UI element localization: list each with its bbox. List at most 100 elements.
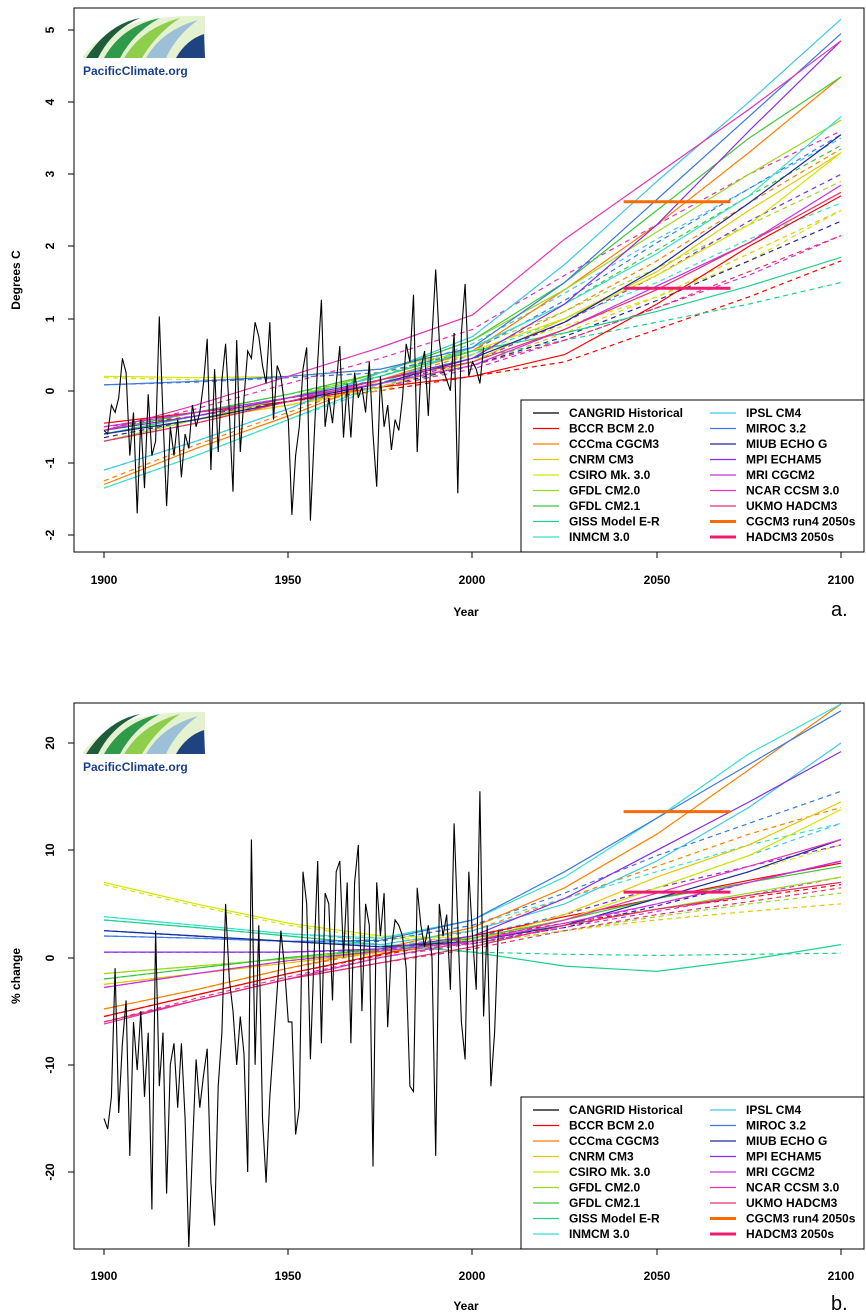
series-line bbox=[103, 703, 842, 1010]
logo-swoosh-icon bbox=[86, 18, 140, 58]
logo-text: PacificClimate.org bbox=[83, 64, 188, 78]
series-line bbox=[103, 703, 842, 939]
y-tick-label: 2 bbox=[43, 242, 57, 249]
legend-box bbox=[520, 1096, 865, 1250]
x-tick-label: 2100 bbox=[828, 573, 855, 587]
series-b bbox=[103, 703, 842, 1248]
y-tick-label: 10 bbox=[43, 843, 57, 857]
y-ticks-b: -20 -10 0 10 20 bbox=[43, 736, 74, 1181]
x-tick-label: 2050 bbox=[644, 573, 671, 587]
legend-label: MIROC 3.2 bbox=[746, 1119, 806, 1133]
legend-label: GFDL CM2.0 bbox=[569, 1181, 640, 1195]
y-tick-label: -2 bbox=[43, 529, 57, 540]
series-line-dashed bbox=[103, 209, 842, 435]
panel-a: PacificClimate.org -2 -1 0 1 2 3 4 5 bbox=[9, 7, 865, 621]
legend-label: GISS Model E-R bbox=[569, 1212, 660, 1226]
legend-box bbox=[520, 399, 865, 553]
series-line bbox=[103, 195, 842, 424]
series-line-dashed bbox=[103, 209, 842, 381]
panel-label: b. bbox=[831, 1293, 848, 1315]
legend-label: MIUB ECHO G bbox=[746, 1134, 827, 1148]
legend-label: UKMO HADCM3 bbox=[746, 499, 838, 513]
logo-swoosh-icon bbox=[104, 18, 160, 58]
panel-label: a. bbox=[831, 599, 848, 621]
logo-text: PacificClimate.org bbox=[83, 760, 188, 774]
y-tick-label: 4 bbox=[43, 98, 57, 105]
legend-label: IPSL CM4 bbox=[746, 1103, 801, 1117]
logo-swoosh-icon bbox=[124, 714, 180, 754]
panel-b: PacificClimate.org -20 -10 0 10 20 1900 … bbox=[9, 702, 865, 1315]
y-tick-label: -20 bbox=[43, 1163, 57, 1181]
x-tick-label: 2100 bbox=[828, 1269, 855, 1283]
x-tick-label: 2000 bbox=[459, 573, 486, 587]
legend-label: CANGRID Historical bbox=[569, 1103, 683, 1117]
series-line bbox=[103, 119, 842, 442]
x-axis-label: Year bbox=[453, 1299, 479, 1313]
legend-label: CCCma CGCM3 bbox=[569, 437, 659, 451]
logo-b: PacificClimate.org bbox=[82, 711, 205, 774]
legend-label: NCAR CCSM 3.0 bbox=[746, 1181, 840, 1195]
logo-swoosh-icon bbox=[146, 716, 198, 754]
logo-coast-icon bbox=[176, 34, 205, 58]
legend-label: CCCma CGCM3 bbox=[569, 1134, 659, 1148]
y-tick-label: 5 bbox=[43, 26, 57, 33]
logo-swoosh-icon bbox=[104, 714, 160, 754]
legend-label: MPI ECHAM5 bbox=[746, 453, 822, 467]
legend-label: HADCM3 2050s bbox=[746, 530, 834, 544]
x-axis-label: Year bbox=[453, 605, 479, 619]
series-line bbox=[103, 860, 842, 989]
y-axis-label: Degrees C bbox=[9, 250, 23, 310]
legend-label: INMCM 3.0 bbox=[569, 1227, 630, 1241]
legend-label: NCAR CCSM 3.0 bbox=[746, 484, 840, 498]
logo-coast-icon bbox=[176, 730, 205, 754]
y-tick-label: 0 bbox=[43, 954, 57, 961]
series-line bbox=[103, 808, 842, 939]
legend-label: GFDL CM2.1 bbox=[569, 1196, 640, 1210]
legend-label: CSIRO Mk. 3.0 bbox=[569, 1165, 651, 1179]
x-tick-label: 1900 bbox=[91, 1269, 118, 1283]
series-line-dashed bbox=[103, 235, 842, 428]
y-tick-label: 3 bbox=[43, 170, 57, 177]
series-line bbox=[103, 18, 842, 471]
logo-swoosh-icon bbox=[124, 18, 180, 58]
series-line bbox=[103, 40, 842, 431]
x-tick-label: 1900 bbox=[91, 573, 118, 587]
y-tick-label: 0 bbox=[43, 387, 57, 394]
legend-label: CANGRID Historical bbox=[569, 406, 683, 420]
series-line bbox=[103, 184, 842, 428]
legend-label: MRI CGCM2 bbox=[746, 1165, 815, 1179]
x-tick-label: 1950 bbox=[275, 1269, 302, 1283]
legend-label: INMCM 3.0 bbox=[569, 530, 630, 544]
logo-swoosh-icon bbox=[86, 714, 140, 754]
logo-a: PacificClimate.org bbox=[82, 15, 205, 78]
x-ticks-a: 1900 1950 2000 2050 2100 bbox=[91, 552, 855, 587]
legend-label: CGCM3 run4 2050s bbox=[746, 1212, 856, 1226]
series-line bbox=[103, 742, 842, 946]
historical-line bbox=[103, 269, 485, 521]
legend-label: MRI CGCM2 bbox=[746, 468, 815, 482]
series-line bbox=[103, 134, 842, 435]
logo-swoosh-icon bbox=[146, 20, 198, 58]
y-tick-label: 1 bbox=[43, 315, 57, 322]
y-axis-label: % change bbox=[9, 948, 23, 1004]
legend-label: CNRM CM3 bbox=[569, 453, 634, 467]
historical-line bbox=[103, 791, 499, 1248]
legend-label: BCCR BCM 2.0 bbox=[569, 422, 655, 436]
series-line bbox=[103, 152, 842, 435]
legend-label: UKMO HADCM3 bbox=[746, 1196, 838, 1210]
x-tick-label: 2000 bbox=[459, 1269, 486, 1283]
x-tick-label: 2050 bbox=[644, 1269, 671, 1283]
series-line-dashed bbox=[103, 173, 842, 431]
legend-label: CNRM CM3 bbox=[569, 1150, 634, 1164]
plot-frame-a bbox=[73, 7, 865, 553]
series-line-dashed bbox=[103, 130, 842, 431]
x-tick-label: 1950 bbox=[275, 573, 302, 587]
series-line-dashed bbox=[103, 790, 842, 943]
legend-label: BCCR BCM 2.0 bbox=[569, 1119, 655, 1133]
legend-label: CGCM3 run4 2050s bbox=[746, 515, 856, 529]
series-line-dashed bbox=[103, 860, 842, 1023]
legend-label: MIUB ECHO G bbox=[746, 437, 827, 451]
